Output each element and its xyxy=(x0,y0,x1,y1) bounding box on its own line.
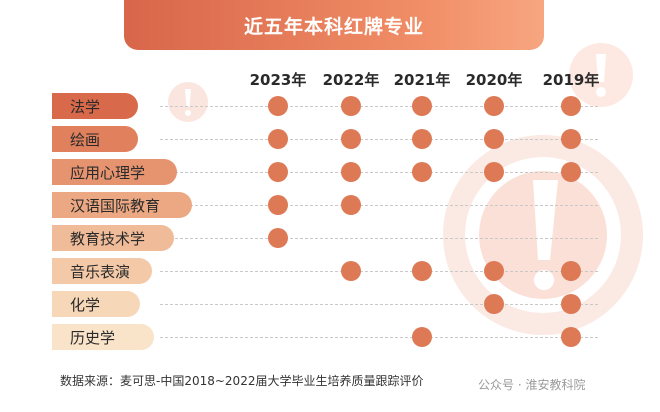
redcard-dot xyxy=(561,294,581,314)
redcard-dot xyxy=(561,261,581,281)
redcard-dot xyxy=(561,162,581,182)
major-label: 音乐表演 xyxy=(52,258,152,284)
redcard-dot xyxy=(412,327,432,347)
redcard-dot xyxy=(484,294,504,314)
major-label: 化学 xyxy=(52,291,140,317)
redcard-dot xyxy=(268,129,288,149)
row-guide-line xyxy=(160,106,598,107)
year-label: 2022年 xyxy=(322,71,380,89)
redcard-dot xyxy=(484,96,504,116)
year-label: 2023年 xyxy=(249,71,307,89)
warning-circle-large-icon xyxy=(443,135,643,335)
row-guide-line xyxy=(160,205,598,206)
redcard-dot xyxy=(268,195,288,215)
row-guide-line xyxy=(160,271,598,272)
redcard-dot xyxy=(341,129,361,149)
redcard-dot xyxy=(341,261,361,281)
major-label: 法学 xyxy=(52,93,138,119)
redcard-dot xyxy=(561,96,581,116)
year-label: 2019年 xyxy=(542,71,600,89)
watermark: 公众号 · 淮安教科院 xyxy=(478,378,586,392)
redcard-dot xyxy=(412,96,432,116)
redcard-dot xyxy=(341,96,361,116)
redcard-dot xyxy=(341,162,361,182)
row-guide-line xyxy=(160,238,598,239)
redcard-dot xyxy=(561,327,581,347)
redcard-dot xyxy=(412,261,432,281)
data-source: 数据来源：麦可思-中国2018~2022届大学毕业生培养质量跟踪评价 xyxy=(60,374,424,388)
row-guide-line xyxy=(160,304,598,305)
warning-circle-small-icon xyxy=(168,82,208,122)
redcard-dot xyxy=(268,162,288,182)
redcard-dot xyxy=(341,195,361,215)
major-label: 汉语国际教育 xyxy=(52,192,192,218)
redcard-dot xyxy=(484,129,504,149)
redcard-dot xyxy=(561,129,581,149)
major-label: 教育技术学 xyxy=(52,225,174,251)
year-label: 2020年 xyxy=(465,71,523,89)
row-guide-line xyxy=(160,172,598,173)
chart-title: 近五年本科红牌专业 xyxy=(124,0,544,50)
row-guide-line xyxy=(160,139,598,140)
redcard-dot xyxy=(484,261,504,281)
redcard-dot xyxy=(484,162,504,182)
row-guide-line xyxy=(160,337,598,338)
redcard-dot xyxy=(412,162,432,182)
major-label: 应用心理学 xyxy=(52,159,177,185)
major-label: 绘画 xyxy=(52,126,138,152)
redcard-dot xyxy=(268,228,288,248)
warning-circle-top-icon xyxy=(569,43,633,107)
year-label: 2021年 xyxy=(393,71,451,89)
major-label: 历史学 xyxy=(52,324,154,350)
redcard-dot xyxy=(268,96,288,116)
redcard-dot xyxy=(412,129,432,149)
